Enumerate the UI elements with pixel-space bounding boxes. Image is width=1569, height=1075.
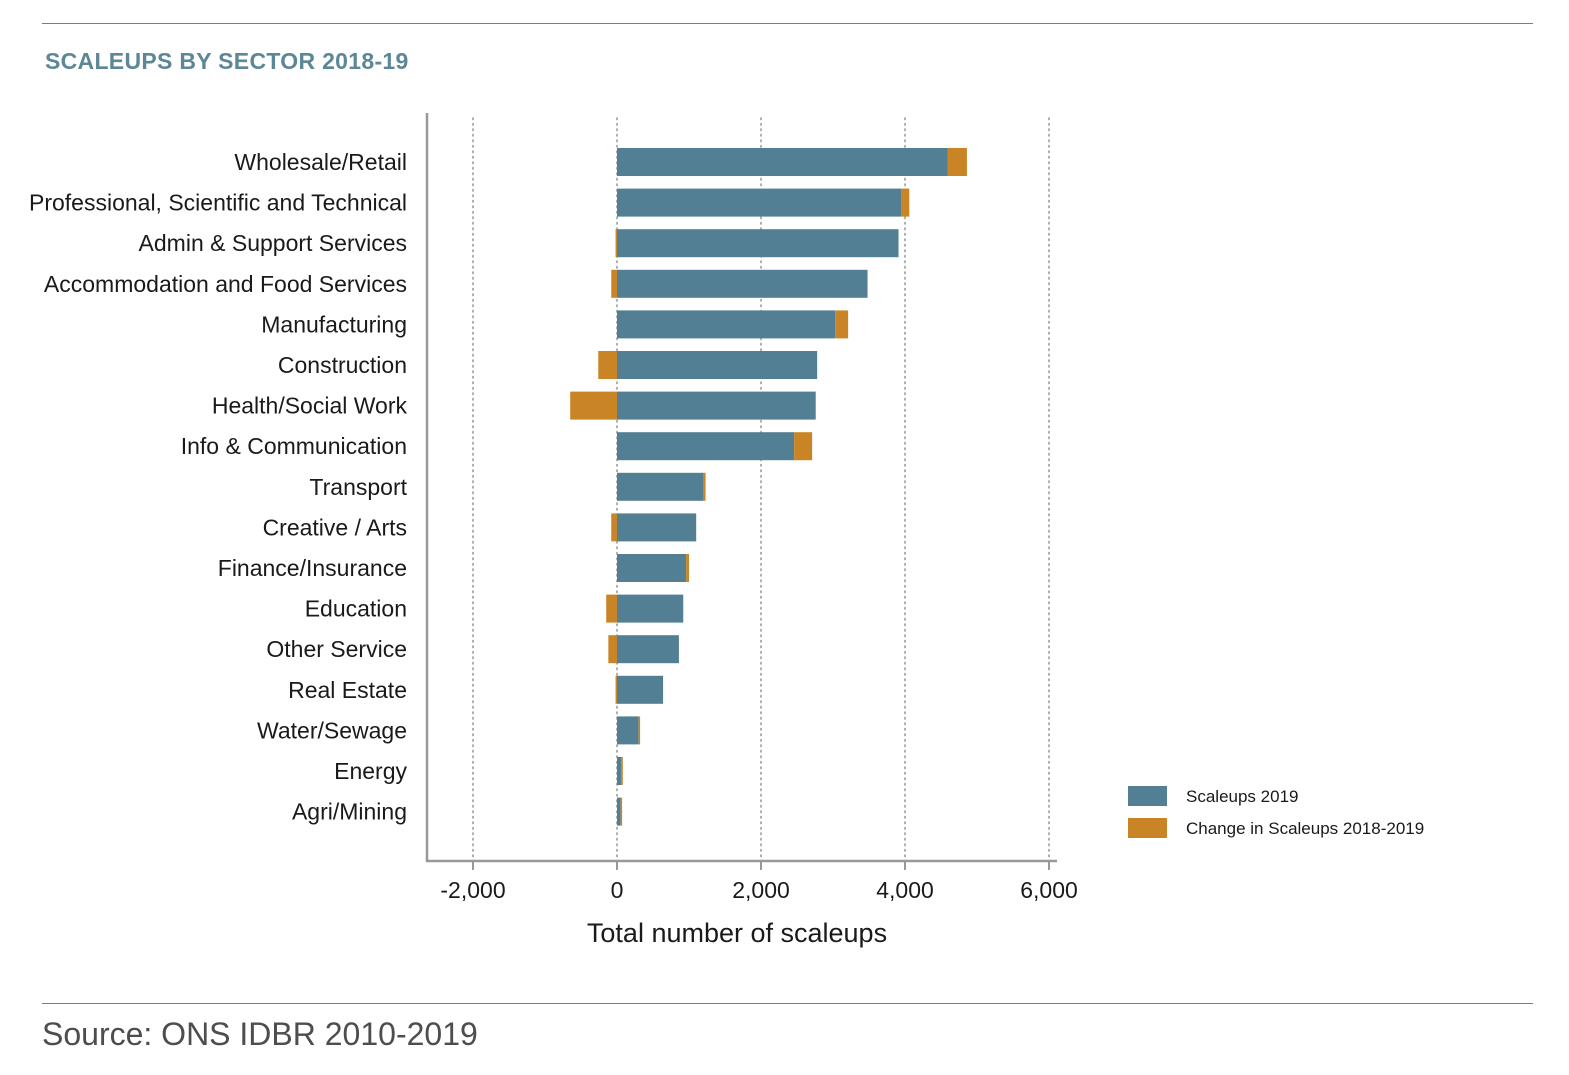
axes: -2,000 0 2,000 4,000 6,000 Total number of sc… [425,113,1078,948]
category-label-6: Health/Social Work [212,393,408,419]
bar-chart: Wholesale/Retail Professional, Scientific… [29,113,1424,948]
category-label-15: Energy [334,758,407,784]
bar-scaleups-2019-8 [617,472,704,501]
category-label-3: Accommodation and Food Services [44,271,407,297]
bar-scaleups-2019-4 [617,310,836,339]
bar-scaleups-2019-15 [617,757,622,785]
category-label-8: Transport [309,474,407,500]
x-tick-label-0: -2,000 [440,877,505,903]
bottom-rule [42,1003,1533,1004]
bar-scaleups-2019-6 [617,391,816,420]
category-label-1: Professional, Scientific and Technical [29,190,407,216]
bar-scaleups-2019-3 [617,269,868,298]
legend-swatch-0 [1128,786,1167,806]
legend-label-1: Change in Scaleups 2018-2019 [1186,819,1424,838]
bar-change-3 [611,269,617,298]
x-tick-label-1: 0 [611,877,624,903]
bar-scaleups-2019-16 [617,797,621,826]
bar-change-4 [835,310,849,339]
category-label-0: Wholesale/Retail [234,149,407,175]
top-rule [42,23,1533,24]
category-label-10: Finance/Insurance [218,555,407,581]
bar-scaleups-2019-11 [617,594,684,623]
x-tick-label-3: 4,000 [876,877,934,903]
bar-change-15 [621,757,623,785]
bar-change-2 [615,229,618,258]
source-note: Source: ONS IDBR 2010-2019 [42,1016,478,1052]
bar-change-0 [947,148,967,176]
category-label-4: Manufacturing [261,311,407,337]
bar-scaleups-2019-9 [617,513,697,542]
bar-change-14 [638,716,641,745]
bars [570,148,967,826]
bar-scaleups-2019-12 [617,635,679,664]
bar-change-1 [901,188,910,217]
category-label-9: Creative / Arts [263,514,407,540]
bar-scaleups-2019-7 [617,432,795,461]
category-label-14: Water/Sewage [257,717,407,743]
bar-change-10 [686,554,689,582]
legend: Scaleups 2019 Change in Scaleups 2018-201… [1128,786,1424,838]
category-label-12: Other Service [266,636,407,662]
bar-scaleups-2019-14 [617,716,639,745]
legend-label-0: Scaleups 2019 [1186,787,1298,806]
bar-change-8 [703,472,706,501]
bar-scaleups-2019-5 [617,351,818,379]
bar-scaleups-2019-2 [617,229,899,258]
bar-scaleups-2019-13 [617,675,664,704]
bar-change-9 [611,513,617,542]
bar-change-13 [615,675,618,704]
bar-change-5 [598,351,617,379]
x-tick-label-2: 2,000 [732,877,790,903]
bar-scaleups-2019-0 [617,148,948,176]
category-label-11: Education [305,596,407,622]
bar-scaleups-2019-1 [617,188,902,217]
category-label-5: Construction [278,352,407,378]
chart-title: SCALEUPS BY SECTOR 2018-19 [45,48,409,74]
x-tick-label-4: 6,000 [1020,877,1078,903]
x-axis-title: Total number of scaleups [587,918,887,948]
legend-swatch-1 [1128,818,1167,838]
category-label-16: Agri/Mining [292,799,407,825]
bar-change-16 [620,797,623,826]
category-label-13: Real Estate [288,677,407,703]
bar-change-7 [794,432,813,461]
bar-change-6 [570,391,617,420]
bar-scaleups-2019-10 [617,554,687,582]
bar-change-11 [606,594,617,623]
bar-change-12 [608,635,617,664]
category-labels: Wholesale/Retail Professional, Scientific… [29,149,408,825]
category-label-2: Admin & Support Services [139,230,407,256]
category-label-7: Info & Communication [181,433,407,459]
